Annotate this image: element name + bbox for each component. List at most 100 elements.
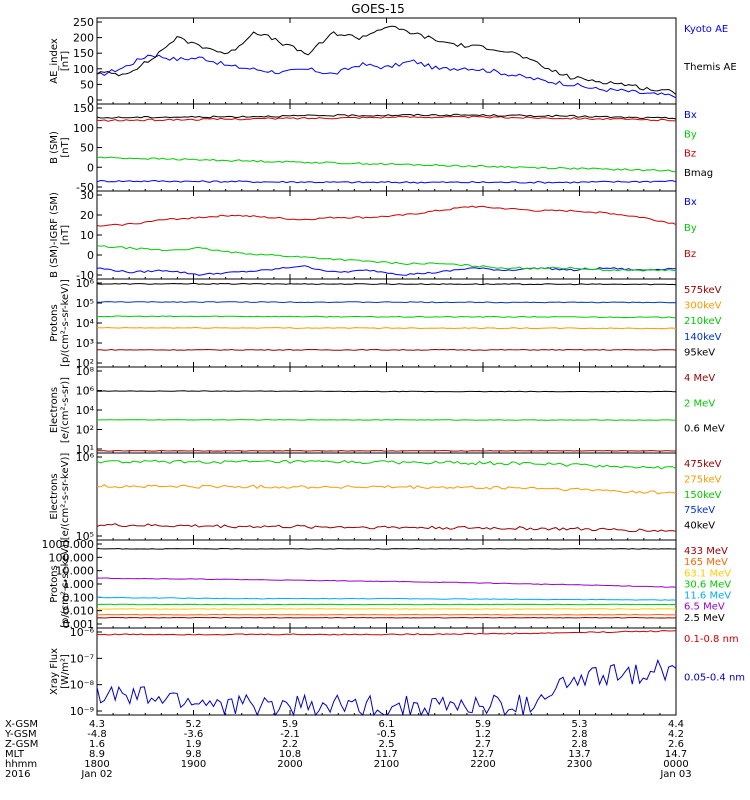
time-row-value: 5.3 — [572, 719, 588, 730]
time-row-value: 4.2 — [668, 729, 684, 740]
time-row-value: -0.5 — [377, 729, 397, 740]
series-line-433-mev — [96, 616, 677, 619]
legend-entry: 433 MeV — [684, 546, 728, 557]
y-tick-label: 10¹ — [76, 443, 94, 456]
y-axis-label: AE_index[nT] — [49, 38, 71, 84]
series-line-95kev — [96, 282, 677, 286]
legend-entry: 11.6 MeV — [684, 591, 731, 602]
y-tick-label: 10² — [76, 424, 94, 437]
legend-entry: By — [684, 223, 697, 234]
series-line-by — [96, 245, 677, 272]
y-tick-label: 10⁻⁶ — [70, 626, 95, 639]
series-line-0-6-mev — [96, 390, 677, 393]
series-line-2-mev — [96, 419, 677, 421]
y-tick-label: 250 — [73, 16, 94, 29]
time-row-value: 2.8 — [572, 729, 588, 740]
panel-2: 150 100 50 0 -50 B (SM)[nT] Bx By Bz Bmag — [49, 102, 713, 194]
panel-6: 10⁶ 10⁵ Electrons[e/(cm²-s-sr-keV)] 475keV 2… — [49, 451, 722, 543]
time-row-value: -4.8 — [87, 729, 107, 740]
panel-frame — [96, 366, 677, 454]
y-tick-label: 10⁵ — [76, 530, 94, 543]
panel-8: 10⁻⁶ 10⁻⁷ 10⁻⁸ 10⁻⁹ Xray Flux[W/m²] 0.1-0.8 n… — [49, 626, 745, 718]
panel-1: 250 200 150 100 50 0 AE_index[nT] Kyoto AE Themi… — [49, 16, 737, 107]
y-tick-label: 150 — [73, 102, 94, 115]
y-axis-label: Protons[p/(cm²-s-sr-keV)] — [49, 540, 71, 628]
legend-entry: 40keV — [684, 521, 715, 532]
panel-frame — [96, 190, 677, 280]
series-line-bmag — [96, 113, 677, 120]
y-axis-label: Xray Flux[W/m²] — [49, 648, 71, 695]
y-tick-label: 150 — [73, 47, 94, 60]
y-tick-label: 10² — [76, 357, 94, 370]
series-line-300kev — [96, 326, 677, 330]
series-line-165-mev — [96, 613, 677, 616]
y-tick-label: 10⁻⁷ — [70, 652, 94, 665]
time-row-value: 14.7 — [665, 749, 687, 760]
time-row-value: 5.9 — [475, 719, 491, 730]
legend-entry: 140keV — [684, 332, 722, 343]
time-row-value: 13.7 — [568, 749, 590, 760]
time-row-value: 9.8 — [186, 749, 202, 760]
legend-entry: Bz — [684, 249, 696, 260]
series-line-bx — [96, 179, 677, 184]
series-line-6-5-mev — [96, 577, 677, 588]
series-line-bz — [96, 115, 677, 122]
legend-entry: 150keV — [684, 490, 722, 501]
y-tick-label: 0 — [87, 161, 94, 174]
y-tick-label: 1000.000 — [42, 538, 95, 551]
y-tick-label: 0 — [87, 94, 94, 107]
legend-entry: 0.1-0.8 nm — [684, 634, 739, 645]
legend-entry: 30.6 MeV — [684, 579, 731, 590]
panel-5: 10⁸ 10⁶ 10⁴ 10² 10¹ Electrons[e/(cm²-s-sr)] 4 … — [49, 365, 725, 456]
y-tick-label: 0.100 — [63, 591, 95, 604]
y-tick-label: 50 — [80, 142, 94, 155]
y-tick-label: 30 — [80, 189, 94, 202]
y-tick-label: 10³ — [76, 337, 94, 350]
time-row-value: 8.9 — [89, 749, 105, 760]
series-line-140kev — [96, 301, 677, 304]
legend-entry: 95keV — [684, 347, 715, 358]
panel-frame — [96, 17, 677, 105]
series-line-by — [96, 156, 676, 173]
time-row-value: 1.9 — [186, 739, 202, 750]
series-line-bz — [96, 205, 677, 227]
y-tick-label: 10⁻⁸ — [70, 679, 95, 692]
legend-entry: 75keV — [684, 505, 715, 516]
y-tick-label: -10 — [76, 269, 94, 282]
series-line-0-1-0-8-nm — [96, 630, 677, 636]
time-row-value: 2.5 — [379, 739, 395, 750]
time-row-value: 10.8 — [279, 749, 301, 760]
legend-entry: 0.05-0.4 nm — [684, 673, 745, 684]
time-row-value: -3.6 — [184, 729, 204, 740]
time-row-value: 2.7 — [475, 739, 491, 750]
legend-entry: 475keV — [684, 459, 722, 470]
y-tick-label: 10⁴ — [76, 317, 95, 330]
y-tick-label: 0 — [87, 249, 94, 262]
series-line-30-6-mev — [96, 603, 677, 606]
chart-title: GOES-15 — [351, 2, 405, 16]
legend-entry: 300keV — [684, 301, 722, 312]
series-line-475kev — [96, 523, 677, 533]
y-tick-label: -50 — [76, 181, 94, 194]
legend-entry: 4 MeV — [684, 373, 715, 384]
time-row-value: 1900 — [181, 759, 206, 770]
legend-entry: 2 MeV — [684, 398, 715, 409]
legend-entry: 0.6 MeV — [684, 424, 725, 435]
time-row-label: Z-GSM — [5, 739, 38, 750]
y-tick-label: 10⁵ — [76, 297, 94, 310]
y-axis-label: Protons[p/(cm²-s-sr-keV)] — [49, 279, 71, 367]
time-row-value: 2000 — [277, 759, 302, 770]
y-tick-label: 0.001 — [63, 618, 95, 631]
series-line-bx — [96, 265, 677, 276]
legend-entry: 6.5 MeV — [684, 602, 725, 613]
legend-entry: 575keV — [684, 285, 722, 296]
legend-entry: Themis AE — [683, 62, 737, 73]
series-line-4-mev — [96, 450, 677, 452]
panel-7: 1000.000100.00010.0001.0000.1000.0100.00… — [42, 538, 732, 631]
panel-3: 30 20 10 0 -10 B (SM)-IGRF (SM)[nT] Bx By Bz — [49, 189, 697, 282]
series-line-575kev — [96, 348, 677, 351]
y-tick-label: 100.000 — [49, 551, 95, 564]
time-row-value: 2.2 — [282, 739, 298, 750]
